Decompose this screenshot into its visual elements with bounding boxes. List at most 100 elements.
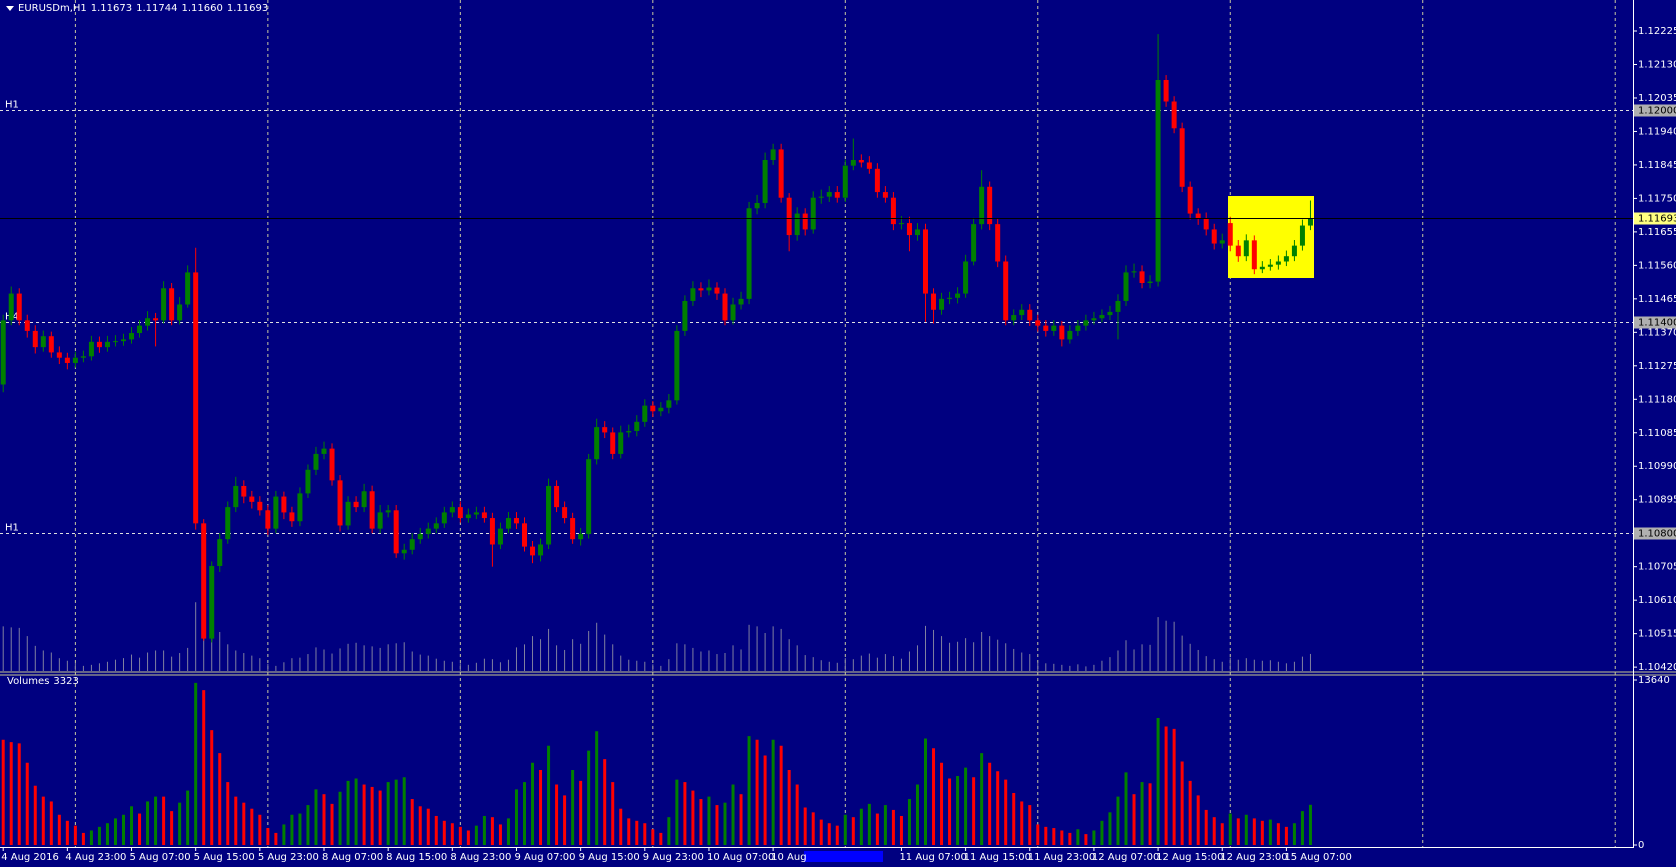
- candle-body: [602, 427, 608, 433]
- candle-body: [473, 512, 479, 515]
- level-price-box: [1634, 104, 1676, 117]
- candle-body: [457, 507, 463, 519]
- candle-body: [594, 427, 600, 460]
- candle-body: [746, 208, 752, 299]
- candle-body: [1139, 271, 1145, 283]
- y-tick-label: 1.10990: [1638, 461, 1676, 472]
- candle-body: [858, 159, 864, 163]
- candle-body: [546, 485, 552, 545]
- candle-body: [778, 149, 784, 198]
- candle-body: [1179, 128, 1185, 187]
- candle-body: [666, 400, 672, 408]
- candle-body: [1203, 218, 1209, 230]
- candle-body: [626, 431, 632, 433]
- candle-body: [1003, 261, 1009, 321]
- candle-body: [489, 518, 495, 545]
- candle-body: [947, 297, 953, 299]
- candle-body: [1219, 240, 1225, 244]
- x-tick-label: 15 Aug 07:00: [1284, 852, 1351, 863]
- candle-body: [297, 493, 303, 522]
- x-tick-label: 12 Aug 07:00: [1092, 852, 1159, 863]
- candle-body: [393, 510, 399, 554]
- candle-body: [377, 512, 383, 529]
- candle-body: [16, 293, 22, 321]
- candle-body: [249, 496, 255, 502]
- candle-body: [754, 202, 760, 209]
- candle-body: [409, 539, 415, 550]
- y-tick-label: 1.12130: [1638, 59, 1676, 70]
- candle-body: [1267, 264, 1273, 267]
- candle-body: [361, 491, 367, 508]
- candle-body: [289, 512, 295, 522]
- candle-body: [842, 165, 848, 198]
- candle-body: [40, 336, 46, 348]
- candle-body: [513, 518, 519, 524]
- candle-body: [738, 298, 744, 305]
- candle-body: [1195, 213, 1201, 219]
- x-tick-label: 8 Aug 23:00: [450, 852, 511, 863]
- candle-body: [762, 159, 768, 203]
- candle-body: [906, 223, 912, 236]
- candle-body: [153, 318, 159, 321]
- current-price-box: [1634, 212, 1676, 225]
- candle-body: [955, 293, 961, 298]
- candle-body: [1035, 320, 1041, 326]
- candle-body: [321, 448, 327, 454]
- candle-body: [505, 518, 511, 529]
- candle-body: [193, 272, 199, 524]
- candle-body: [32, 330, 38, 348]
- candle-body: [818, 196, 824, 198]
- symbol: EURUSDm,H1: [18, 3, 87, 14]
- candle-body: [217, 539, 223, 566]
- x-tick-label: 12 Aug 23:00: [1220, 852, 1287, 863]
- candle-body: [650, 405, 656, 412]
- candle-body: [201, 523, 207, 639]
- level-price-box: [1634, 316, 1676, 329]
- candle-body: [401, 549, 407, 554]
- y-tick-label: 1.12225: [1638, 26, 1676, 37]
- candle-body: [129, 333, 135, 340]
- candle-body: [1299, 225, 1305, 246]
- candle-body: [209, 565, 215, 639]
- candle-body: [145, 318, 151, 326]
- candle-body: [185, 272, 191, 305]
- candle-body: [658, 407, 664, 412]
- candle-body: [538, 544, 544, 556]
- candle-body: [337, 480, 343, 526]
- x-tick-label: 8 Aug 07:00: [322, 852, 383, 863]
- candle-body: [898, 223, 904, 225]
- candle-body: [770, 149, 776, 160]
- candle-body: [497, 528, 503, 545]
- level-name: H1: [5, 100, 19, 111]
- candle-body: [979, 186, 985, 225]
- candle-body: [730, 304, 736, 321]
- candle-body: [1163, 79, 1169, 102]
- candle-body: [121, 339, 126, 342]
- candle-body: [441, 512, 447, 524]
- candle-body: [96, 341, 102, 348]
- candle-body: [890, 197, 896, 225]
- candle-body: [369, 491, 375, 529]
- candle-body: [1187, 186, 1193, 214]
- x-tick-label: 4 Aug 2016: [1, 852, 59, 863]
- candle-body: [1307, 218, 1313, 226]
- y-tick-label: 1.11370: [1638, 327, 1676, 338]
- candle-body: [722, 293, 728, 321]
- y-tick-label: 1.11845: [1638, 160, 1676, 171]
- candle-body: [786, 197, 792, 236]
- volume-title: Volumes: [7, 676, 50, 687]
- candle-body: [385, 510, 391, 513]
- candle-body: [433, 523, 439, 529]
- candle-body: [610, 432, 616, 454]
- x-tick-label: 10 Aug: [771, 852, 806, 863]
- candle-body: [88, 341, 94, 357]
- candle-body: [794, 213, 800, 236]
- candle-body: [874, 168, 880, 193]
- candle-body: [1251, 240, 1257, 270]
- candle-body: [241, 485, 247, 497]
- candle-body: [914, 229, 920, 236]
- candle-body: [1107, 311, 1113, 316]
